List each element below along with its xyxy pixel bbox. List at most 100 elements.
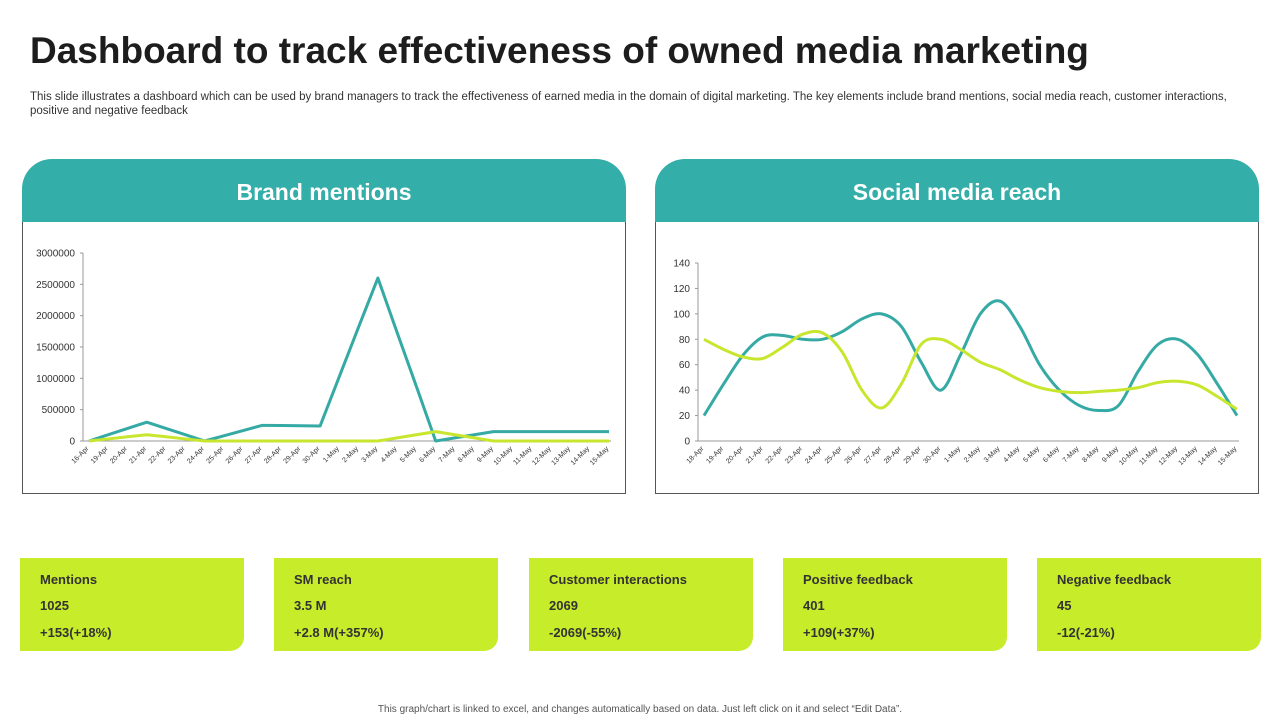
kpi-card: SM reach 3.5 M +2.8 M(+357%) <box>274 558 498 651</box>
x-tick-label: 12-May <box>1158 445 1180 467</box>
x-tick-label: 13-May <box>1177 445 1199 467</box>
x-tick-label: 11-May <box>512 445 533 466</box>
card-change: +109(+37%) <box>803 625 875 640</box>
card-label: Positive feedback <box>803 572 913 587</box>
y-tick-label: 1000000 <box>36 374 75 385</box>
x-tick-label: 28-Apr <box>883 445 903 465</box>
chart-panel: Social media reach 0 20 40 60 80 100 120 140 18-… <box>655 159 1259 494</box>
card-change: +2.8 M(+357%) <box>294 625 384 640</box>
x-tick-label: 8-May <box>457 445 476 464</box>
x-tick-label: 18-Apr <box>686 445 706 465</box>
x-tick-label: 24-Apr <box>804 445 824 465</box>
x-tick-label: 21-Apr <box>128 445 148 465</box>
x-tick-label: 25-Apr <box>824 445 844 465</box>
x-tick-label: 26-Apr <box>844 445 864 465</box>
x-tick-label: 19-Apr <box>705 445 725 465</box>
chart-box: 0 500000 1000000 1500000 2000000 2500000 30000… <box>22 222 626 494</box>
card-value: 1025 <box>40 598 69 613</box>
x-tick-label: 23-Apr <box>167 445 187 465</box>
series-line <box>88 276 609 443</box>
x-tick-label: 4-May <box>380 445 399 464</box>
x-tick-label: 14-May <box>570 445 592 467</box>
series-line <box>703 329 1238 411</box>
x-tick-label: 7-May <box>1062 445 1081 464</box>
card-value: 401 <box>803 598 825 613</box>
kpi-card: Negative feedback 45 -12(-21%) <box>1037 558 1261 651</box>
kpi-card: Mentions 1025 +153(+18%) <box>20 558 244 651</box>
x-tick-label: 19-Apr <box>90 445 110 465</box>
y-tick-label: 3000000 <box>36 249 75 260</box>
x-tick-label: 3-May <box>361 445 380 464</box>
x-tick-label: 22-Apr <box>765 445 785 465</box>
card-label: SM reach <box>294 572 352 587</box>
chart-box: 0 20 40 60 80 100 120 140 18-Apr 19-Apr 20-Apr 21-A… <box>655 222 1259 494</box>
y-tick-label: 140 <box>673 259 690 270</box>
chart-title: Brand mentions <box>22 159 626 223</box>
y-tick-label: 0 <box>69 437 75 448</box>
card-value: 2069 <box>549 598 578 613</box>
x-tick-label: 15-May <box>589 445 611 467</box>
x-tick-label: 15-May <box>1217 445 1239 467</box>
x-tick-label: 25-Apr <box>205 445 225 465</box>
title: Dashboard to track effectiveness of owne… <box>30 30 1089 71</box>
x-tick-label: 28-Apr <box>263 445 283 465</box>
footer: This graph/chart is linked to excel, and… <box>377 704 903 715</box>
x-tick-label: 2-May <box>341 445 360 464</box>
x-tick-label: 14-May <box>1197 445 1219 467</box>
chart-title: Social media reach <box>655 159 1259 223</box>
y-tick-label: 2500000 <box>36 280 75 291</box>
x-tick-label: 29-Apr <box>903 445 923 465</box>
y-tick-label: 2000000 <box>36 311 75 322</box>
card-label: Customer interactions <box>549 572 687 587</box>
y-tick-label: 40 <box>679 386 691 397</box>
x-tick-label: 20-Apr <box>725 445 745 465</box>
x-tick-label: 10-May <box>493 445 515 467</box>
x-tick-label: 1-May <box>322 445 341 464</box>
chart: 0 20 40 60 80 100 120 140 18-Apr 19-Apr 20-Apr 21-A… <box>673 259 1239 467</box>
x-tick-label: 5-May <box>1022 445 1041 464</box>
x-tick-label: 26-Apr <box>225 445 245 465</box>
kpi-card: Positive feedback 401 +109(+37%) <box>783 558 1007 651</box>
chart-panel: Brand mentions 0 500000 1000000 1500000 2000… <box>22 159 626 494</box>
y-tick-label: 80 <box>679 335 691 346</box>
y-tick-label: 20 <box>679 411 691 422</box>
x-tick-label: 5-May <box>399 445 418 464</box>
card-change: -12(-21%) <box>1057 625 1115 640</box>
x-tick-label: 30-Apr <box>302 445 322 465</box>
x-tick-label: 10-May <box>1118 445 1140 467</box>
x-tick-label: 2-May <box>963 445 982 464</box>
card-label: Mentions <box>40 572 98 587</box>
x-tick-label: 29-Apr <box>282 445 302 465</box>
y-tick-label: 500000 <box>42 405 76 416</box>
y-tick-label: 1500000 <box>36 343 75 354</box>
x-tick-label: 6-May <box>418 445 437 464</box>
x-tick-label: 20-Apr <box>109 445 129 465</box>
x-tick-label: 12-May <box>531 445 553 467</box>
x-tick-label: 21-Apr <box>745 445 765 465</box>
x-tick-label: 13-May <box>550 445 572 467</box>
x-tick-label: 22-Apr <box>148 445 168 465</box>
x-tick-label: 30-Apr <box>922 445 942 465</box>
x-tick-label: 1-May <box>943 445 962 464</box>
x-tick-label: 11-May <box>1138 445 1159 466</box>
y-tick-label: 100 <box>673 309 690 320</box>
x-tick-label: 8-May <box>1082 445 1101 464</box>
card-change: +153(+18%) <box>40 625 112 640</box>
card-change: -2069(-55%) <box>549 625 622 640</box>
x-tick-label: 3-May <box>983 445 1002 464</box>
chart: 0 500000 1000000 1500000 2000000 2500000 30000… <box>36 249 611 467</box>
x-tick-label: 23-Apr <box>784 445 804 465</box>
y-tick-label: 60 <box>679 360 691 371</box>
card-value: 45 <box>1057 598 1072 613</box>
card-value: 3.5 M <box>294 598 327 613</box>
x-tick-label: 7-May <box>438 445 457 464</box>
x-tick-label: 9-May <box>1101 445 1120 464</box>
series-line <box>88 430 609 443</box>
card-label: Negative feedback <box>1057 572 1172 587</box>
subtitle: This slide illustrates a dashboard which… <box>30 91 1227 117</box>
series-line <box>702 299 1239 417</box>
x-tick-label: 27-Apr <box>863 445 883 465</box>
x-tick-label: 4-May <box>1003 445 1022 464</box>
x-tick-label: 27-Apr <box>244 445 264 465</box>
